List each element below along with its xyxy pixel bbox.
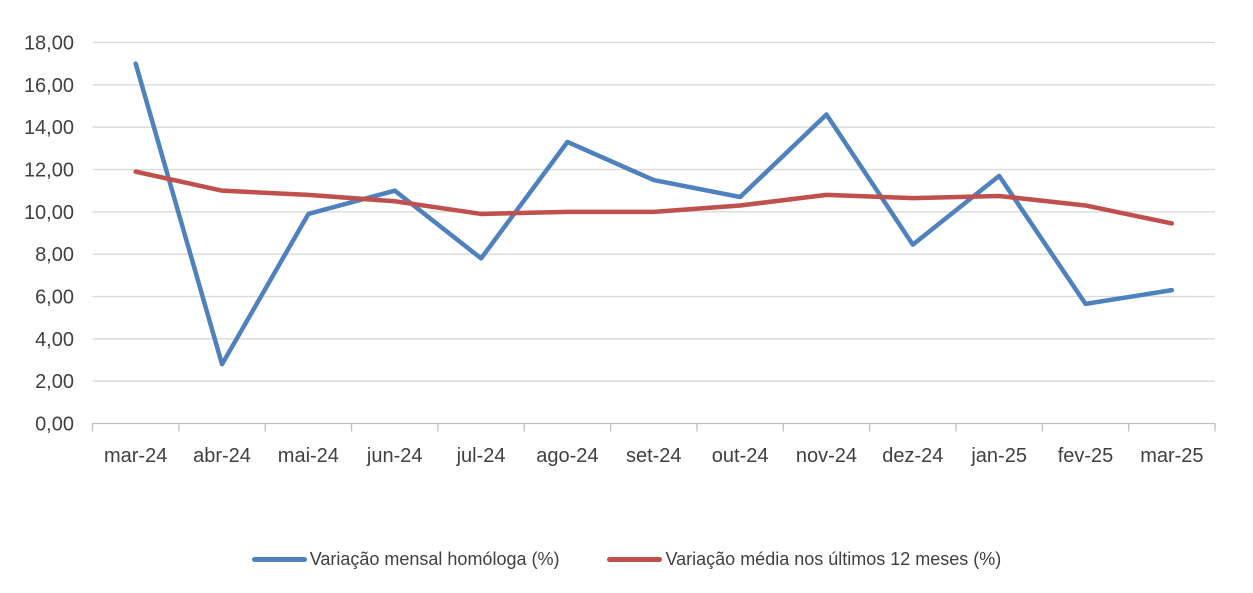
x-axis-category-label: set-24 [626, 445, 682, 467]
legend-line-swatch-red [607, 556, 663, 562]
chart-legend: Variação mensal homóloga (%) Variação mé… [0, 544, 1253, 574]
y-axis-tick-label: 6,00 [35, 287, 74, 309]
series-line-variacao-mensal-homologa [133, 61, 1175, 367]
x-axis-category-label: out-24 [712, 445, 769, 467]
legend-label-variacao-mensal-homologa: Variação mensal homóloga (%) [309, 548, 560, 569]
x-axis-category-label: fev-25 [1058, 445, 1114, 467]
y-axis-tick-label: 0,00 [35, 414, 74, 436]
y-axis-tick-label: 12,00 [24, 160, 74, 182]
y-axis-tick-label: 2,00 [35, 371, 74, 393]
series-line-variacao-media-12-meses [133, 169, 1175, 226]
y-axis-tick-label: 10,00 [24, 202, 74, 224]
x-axis-category-label: jun-24 [366, 445, 423, 467]
legend-item-variacao-media-12-meses: Variação média nos últimos 12 meses (%) [607, 549, 1001, 570]
x-axis-category-label: nov-24 [796, 445, 857, 467]
x-axis-category-label: jul-24 [456, 445, 506, 467]
y-axis-tick-label: 18,00 [24, 33, 74, 55]
x-axis-category-label: jan-25 [970, 445, 1027, 467]
x-axis-category-label: dez-24 [882, 445, 943, 467]
legend-line-swatch-blue [251, 556, 307, 562]
x-axis-category-label: mar-24 [104, 445, 167, 467]
y-axis-tick-label: 14,00 [24, 117, 74, 139]
legend-label-variacao-media-12-meses: Variação média nos últimos 12 meses (%) [665, 548, 1002, 569]
y-axis-tick-label: 8,00 [35, 244, 74, 266]
legend-item-variacao-mensal-homologa: Variação mensal homóloga (%) [251, 548, 560, 570]
x-axis-category-label: mar-25 [1140, 445, 1203, 467]
x-axis-category-label: ago-24 [536, 445, 598, 467]
x-axis-category-label: mai-24 [278, 445, 339, 467]
y-axis-tick-label: 4,00 [35, 329, 74, 351]
y-axis-tick-label: 16,00 [24, 75, 74, 97]
x-axis-category-label: abr-24 [193, 445, 251, 467]
